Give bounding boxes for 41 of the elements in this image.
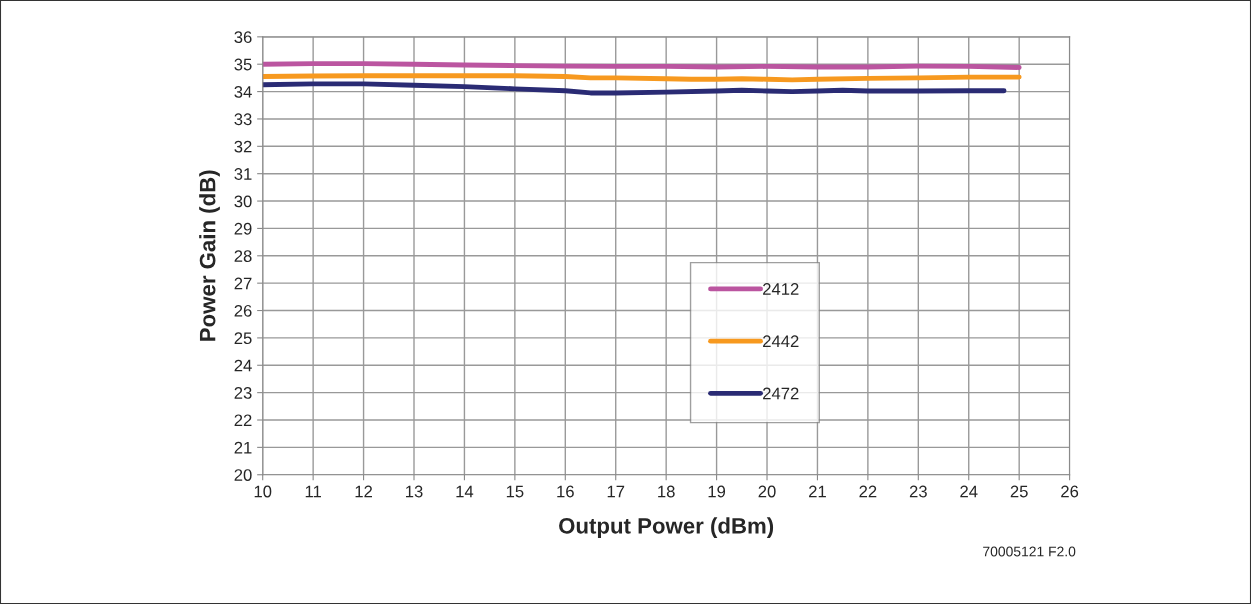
x-tick-label: 26 xyxy=(1061,485,1079,498)
y-tick-label: 34 xyxy=(234,85,252,98)
y-tick-label: 23 xyxy=(234,387,252,399)
y-tick-label: 28 xyxy=(234,250,252,262)
y-tick-label: 32 xyxy=(234,140,252,153)
y-tick-label: 25 xyxy=(234,332,252,345)
y-tick-label: 29 xyxy=(234,222,252,235)
legend-label: 2442 xyxy=(763,335,799,347)
x-tick-label: 16 xyxy=(557,485,574,498)
y-axis-title: Power Gain (dB) xyxy=(199,170,220,341)
x-tick-label: 23 xyxy=(909,485,927,498)
y-tick-label: 21 xyxy=(234,441,252,454)
y-tick-label: 27 xyxy=(234,277,252,290)
x-tick-label: 24 xyxy=(960,485,978,498)
y-tick-label: 35 xyxy=(234,58,252,71)
x-tick-label: 17 xyxy=(607,485,625,498)
legend-label: 2412 xyxy=(763,283,799,295)
x-tick-label: 18 xyxy=(658,485,675,498)
text: 70005121 F2.0 xyxy=(983,546,1076,557)
y-tick-label: 31 xyxy=(234,168,252,180)
x-tick-label: 15 xyxy=(506,485,524,498)
x-axis-title: Output Power (dBm) xyxy=(559,517,774,539)
x-tick-label: 13 xyxy=(406,485,423,498)
x-tick-label: 20 xyxy=(758,485,776,498)
y-tick-label: 33 xyxy=(234,113,252,126)
x-tick-label: 21 xyxy=(809,485,826,498)
x-tick-label: 19 xyxy=(708,485,726,498)
x-tick-label: 11 xyxy=(305,485,321,498)
x-tick-label: 14 xyxy=(456,485,474,498)
x-tick-label: 12 xyxy=(355,485,373,498)
y-tick-label: 26 xyxy=(234,304,252,317)
x-tick-label: 25 xyxy=(1010,485,1028,498)
y-tick-label: 20 xyxy=(234,469,252,481)
y-tick-label: 36 xyxy=(234,31,252,44)
x-tick-label: 10 xyxy=(254,485,272,498)
y-tick-label: 22 xyxy=(234,414,252,427)
legend-label: 2472 xyxy=(763,387,799,400)
x-tick-label: 22 xyxy=(859,485,877,498)
y-tick-label: 30 xyxy=(234,195,252,208)
y-tick-label: 24 xyxy=(234,359,252,372)
line-series xyxy=(262,81,1007,96)
